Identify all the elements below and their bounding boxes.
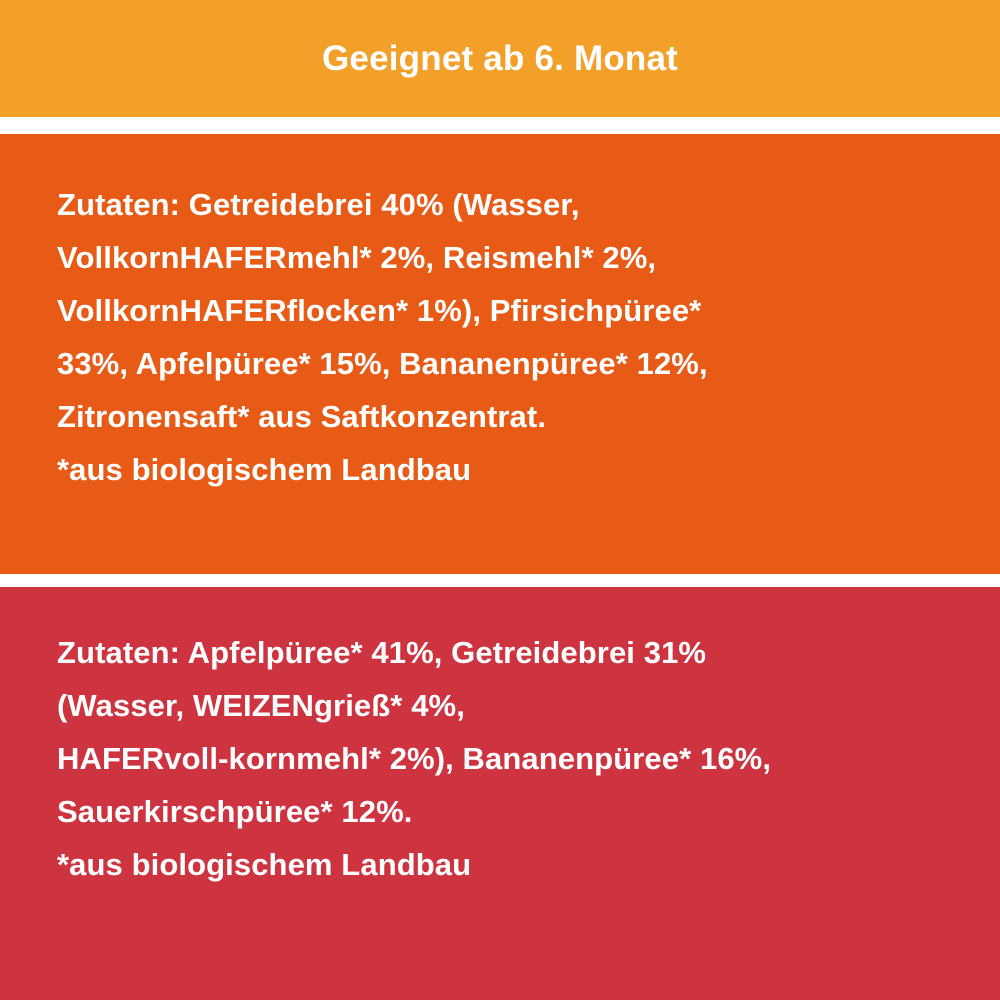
ingredient-line: Sauerkirschpüree* 12%.	[57, 794, 413, 829]
ingredient-line: HAFERvoll-kornmehl* 2%), Bananenpüree* 1…	[57, 741, 772, 776]
divider-orange-red	[0, 574, 1000, 587]
ingredients-text-orange: Zutaten: Getreidebrei 40% (Wasser, Vollk…	[57, 178, 970, 496]
ingredient-line: (Wasser, WEIZENgrieß* 4%,	[57, 688, 465, 723]
ingredients-block-red: Zutaten: Apfelpüree* 41%, Getreidebrei 3…	[0, 587, 1000, 1000]
ingredients-block-orange: Zutaten: Getreidebrei 40% (Wasser, Vollk…	[0, 134, 1000, 574]
ingredient-line: VollkornHAFERflocken* 1%), Pfirsichpüree…	[57, 293, 702, 328]
age-suitability-banner: Geeignet ab 6. Monat	[0, 0, 1000, 117]
ingredients-text-red: Zutaten: Apfelpüree* 41%, Getreidebrei 3…	[57, 626, 970, 891]
ingredient-line: 33%, Apfelpüree* 15%, Bananenpüree* 12%,	[57, 346, 708, 381]
organic-footnote-line: *aus biologischem Landbau	[57, 452, 472, 487]
age-suitability-text: Geeignet ab 6. Monat	[322, 39, 678, 78]
ingredient-line: Zutaten: Getreidebrei 40% (Wasser,	[57, 187, 580, 222]
divider-banner-orange	[0, 117, 1000, 134]
ingredient-line: VollkornHAFERmehl* 2%, Reismehl* 2%,	[57, 240, 657, 275]
ingredient-line: Zutaten: Apfelpüree* 41%, Getreidebrei 3…	[57, 635, 707, 670]
ingredient-line: Zitronensaft* aus Saftkonzentrat.	[57, 399, 547, 434]
organic-footnote-line: *aus biologischem Landbau	[57, 847, 472, 882]
